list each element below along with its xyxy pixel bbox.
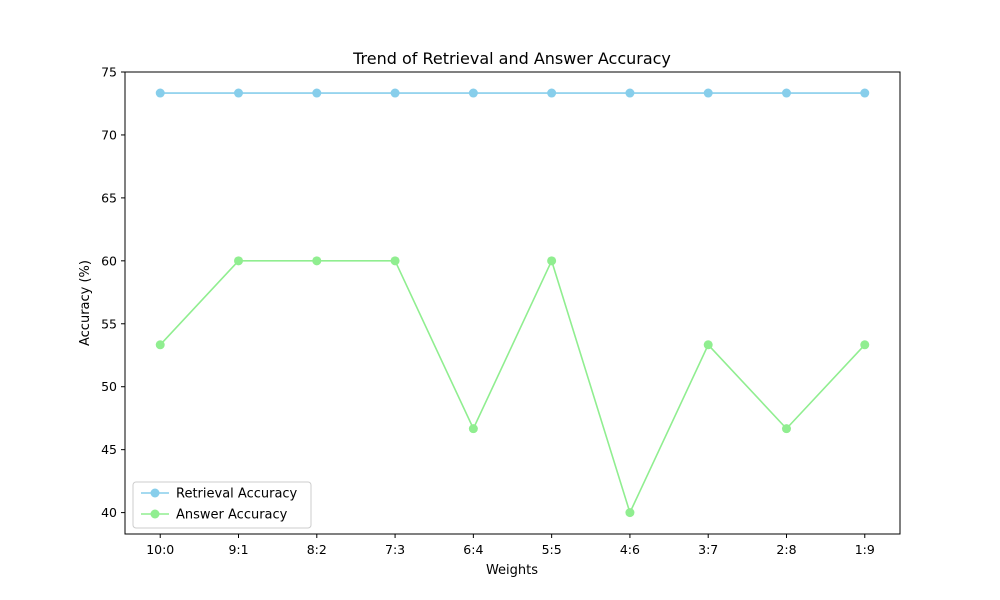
retrieval-accuracy-point [703, 88, 713, 98]
answer-accuracy-point [390, 256, 400, 266]
y-axis-label: Accuracy (%) [78, 260, 93, 346]
plot-frame [124, 71, 901, 535]
y-tick-label: 75 [101, 65, 117, 80]
x-tick-label: 7:3 [385, 542, 405, 557]
answer-accuracy-point [781, 424, 791, 434]
legend-answer-accuracy-marker [150, 509, 160, 519]
retrieval-accuracy-point [155, 88, 165, 98]
answer-accuracy-point [860, 340, 870, 350]
x-tick-label: 9:1 [228, 542, 248, 557]
y-tick-label: 50 [101, 379, 117, 394]
x-tick-label: 5:5 [542, 542, 562, 557]
y-tick-label: 45 [101, 442, 117, 457]
x-tick-label: 2:8 [776, 542, 796, 557]
answer-accuracy-point [312, 256, 322, 266]
retrieval-accuracy-point [860, 88, 870, 98]
answer-accuracy-point [625, 508, 635, 518]
retrieval-accuracy-point [234, 88, 244, 98]
y-tick-label: 40 [101, 505, 117, 520]
legend-retrieval-accuracy-marker [150, 488, 160, 498]
retrieval-accuracy-point [390, 88, 400, 98]
x-tick-label: 10:0 [146, 542, 174, 557]
legend: Retrieval Accuracy Answer Accuracy [132, 481, 312, 529]
retrieval-accuracy-point [781, 88, 791, 98]
answer-accuracy-point [703, 340, 713, 350]
answer-accuracy-point [155, 340, 165, 350]
x-tick-label: 6:4 [463, 542, 483, 557]
x-tick-label: 4:6 [620, 542, 640, 557]
chart-title: Trend of Retrieval and Answer Accuracy [352, 49, 671, 68]
legend-answer-accuracy-label: Answer Accuracy [176, 508, 288, 523]
answer-accuracy-point [547, 256, 557, 266]
retrieval-accuracy-point [625, 88, 635, 98]
y-tick-label: 65 [101, 190, 117, 205]
retrieval-accuracy-point [312, 88, 322, 98]
y-tick-label: 60 [101, 253, 117, 268]
x-tick-label: 3:7 [698, 542, 718, 557]
answer-accuracy-point [468, 424, 478, 434]
x-tick-label: 8:2 [307, 542, 327, 557]
legend-retrieval-accuracy-label: Retrieval Accuracy [176, 487, 298, 502]
answer-accuracy-point [234, 256, 244, 266]
legend-box [132, 481, 312, 529]
retrieval-accuracy-point [547, 88, 557, 98]
retrieval-accuracy-point [468, 88, 478, 98]
y-tick-label: 70 [101, 127, 117, 142]
x-tick-label: 1:9 [855, 542, 875, 557]
answer-accuracy-line [159, 258, 866, 515]
y-tick-label: 55 [101, 316, 117, 331]
x-axis-label: Weights [486, 563, 538, 578]
